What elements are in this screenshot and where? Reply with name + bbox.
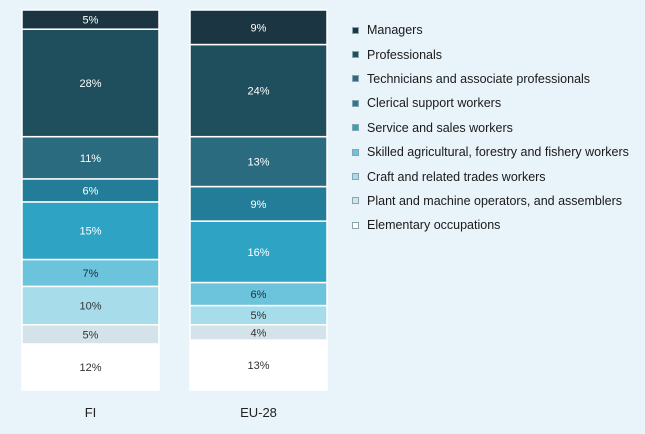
bar-segment-fi-technicians-and-associate-professionals bbox=[21, 135, 160, 180]
bar-segment-eu-28-elementary-occupations bbox=[189, 339, 328, 391]
legend-label-craft-and-related-trades-workers: Craft and related trades workers bbox=[367, 169, 546, 184]
data-label-fi-elementary-occupations: 12% bbox=[79, 362, 101, 374]
legend-item-clerical-support-workers: Clerical support workers bbox=[352, 91, 629, 115]
bar-segment-eu-28-professionals bbox=[189, 43, 328, 138]
data-label-eu-28-elementary-occupations: 13% bbox=[247, 360, 269, 372]
bar-segment-fi-managers bbox=[21, 9, 160, 30]
legend-item-elementary-occupations: Elementary occupations bbox=[352, 213, 629, 237]
data-label-fi-professionals: 28% bbox=[79, 78, 101, 90]
data-label-fi-skilled-agricultural-forestry-and-fishery-workers: 7% bbox=[83, 268, 99, 280]
category-label-fi: FI bbox=[85, 405, 97, 420]
data-label-fi-managers: 5% bbox=[83, 15, 99, 27]
data-label-eu-28-clerical-support-workers: 9% bbox=[251, 199, 267, 211]
legend-label-clerical-support-workers: Clerical support workers bbox=[367, 96, 502, 111]
legend-item-service-and-sales-workers: Service and sales workers bbox=[352, 116, 629, 140]
data-label-eu-28-managers: 9% bbox=[251, 22, 267, 34]
legend-swatch-plant-and-machine-operators-and-assemblers bbox=[352, 197, 359, 205]
legend-label-technicians-and-associate-professionals: Technicians and associate professionals bbox=[367, 71, 591, 86]
data-label-fi-service-and-sales-workers: 15% bbox=[79, 226, 101, 238]
bar-segment-eu-28-managers bbox=[189, 9, 328, 46]
data-label-fi-technicians-and-associate-professionals: 11% bbox=[80, 153, 101, 165]
legend-swatch-managers bbox=[352, 26, 359, 34]
legend-swatch-skilled-agricultural-forestry-and-fishery-workers bbox=[352, 148, 359, 156]
legend-item-technicians-and-associate-professionals: Technicians and associate professionals bbox=[352, 67, 629, 91]
legend-swatch-professionals bbox=[352, 51, 359, 59]
legend-label-skilled-agricultural-forestry-and-fishery-workers: Skilled agricultural, forestry and fishe… bbox=[367, 145, 629, 160]
data-label-fi-clerical-support-workers: 6% bbox=[83, 185, 99, 197]
legend-label-service-and-sales-workers: Service and sales workers bbox=[367, 120, 513, 135]
legend-label-managers: Managers bbox=[367, 23, 423, 38]
data-label-eu-28-service-and-sales-workers: 16% bbox=[247, 247, 269, 259]
data-label-fi-plant-and-machine-operators-and-assemblers: 5% bbox=[83, 329, 99, 341]
data-label-eu-28-craft-and-related-trades-workers: 5% bbox=[251, 310, 267, 322]
legend-item-skilled-agricultural-forestry-and-fishery-workers: Skilled agricultural, forestry and fishe… bbox=[352, 140, 629, 164]
bar-segment-eu-28-technicians-and-associate-professionals bbox=[189, 135, 328, 188]
bar-segment-eu-28-clerical-support-workers bbox=[189, 185, 328, 222]
bar-segment-fi-elementary-occupations bbox=[21, 343, 160, 391]
legend-label-professionals: Professionals bbox=[367, 47, 443, 62]
bar-segment-fi-service-and-sales-workers bbox=[21, 201, 160, 261]
legend-item-professionals: Professionals bbox=[352, 42, 629, 66]
legend-swatch-technicians-and-associate-professionals bbox=[352, 75, 359, 83]
legend-swatch-service-and-sales-workers bbox=[352, 124, 359, 132]
legend-swatch-elementary-occupations bbox=[352, 221, 359, 229]
category-label-eu-28: EU-28 bbox=[240, 405, 277, 420]
data-label-eu-28-technicians-and-associate-professionals: 13% bbox=[247, 157, 269, 169]
legend-label-elementary-occupations: Elementary occupations bbox=[367, 218, 501, 233]
data-label-fi-craft-and-related-trades-workers: 10% bbox=[79, 301, 101, 313]
legend-item-craft-and-related-trades-workers: Craft and related trades workers bbox=[352, 164, 629, 188]
chart-legend: Managers Professionals Technicians and ass… bbox=[352, 18, 629, 238]
data-label-eu-28-professionals: 24% bbox=[247, 86, 269, 98]
legend-swatch-clerical-support-workers bbox=[352, 99, 359, 107]
data-label-eu-28-skilled-agricultural-forestry-and-fishery-workers: 6% bbox=[251, 289, 267, 301]
legend-item-managers: Managers bbox=[352, 18, 629, 42]
bar-segment-fi-skilled-agricultural-forestry-and-fishery-workers bbox=[21, 258, 160, 288]
legend-swatch-craft-and-related-trades-workers bbox=[352, 173, 359, 181]
bar-segment-fi-professionals bbox=[21, 28, 160, 138]
data-label-eu-28-plant-and-machine-operators-and-assemblers: 4% bbox=[251, 327, 267, 339]
legend-item-plant-and-machine-operators-and-assemblers: Plant and machine operators, and assembl… bbox=[352, 189, 629, 213]
bar-stack-eu-28: 13% 4% 5% 6% 16% 9% 13% 24% 9% bbox=[189, 9, 328, 391]
legend-label-plant-and-machine-operators-and-assemblers: Plant and machine operators, and assembl… bbox=[367, 193, 623, 208]
bar-segment-eu-28-service-and-sales-workers bbox=[189, 220, 328, 284]
bar-stack-fi: 12% 5% 10% 7% 15% 6% 11% 28% 5% bbox=[21, 9, 160, 391]
bar-segment-fi-craft-and-related-trades-workers bbox=[21, 285, 160, 326]
